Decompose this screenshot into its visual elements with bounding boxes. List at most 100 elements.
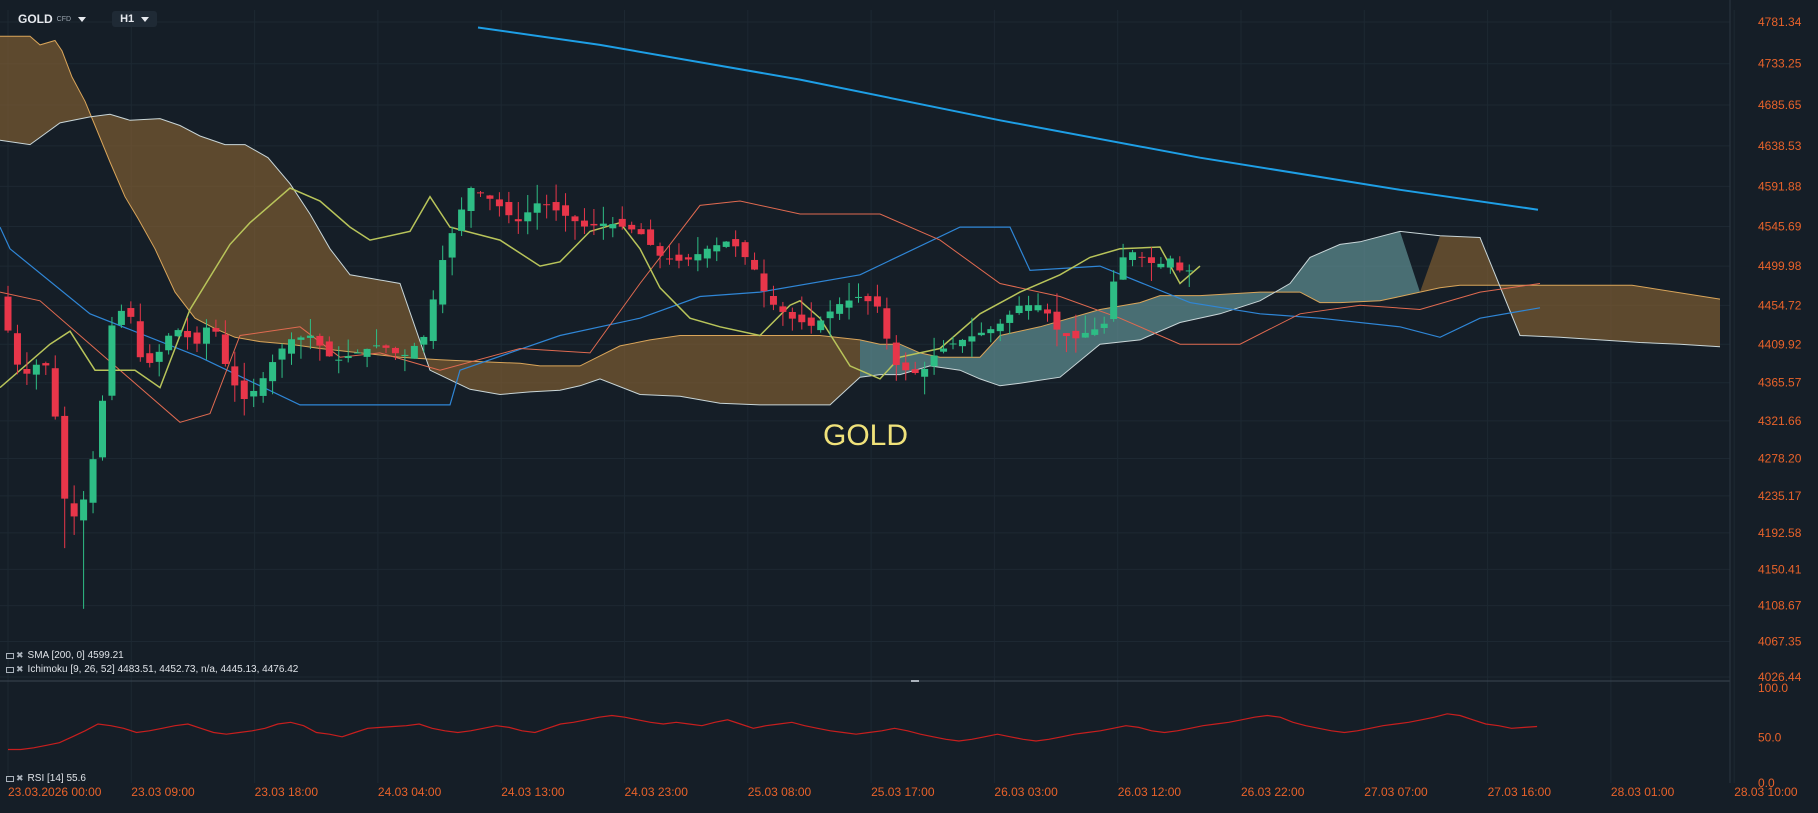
senkou-span-b: [0, 113, 1721, 406]
close-icon[interactable]: ✖: [16, 664, 24, 674]
candle-body: [1062, 333, 1070, 337]
resize-handle: [911, 680, 919, 682]
candle-body: [552, 202, 560, 211]
candle-body: [1015, 305, 1023, 314]
bearish-candle: [788, 307, 796, 331]
timeframe-selector[interactable]: H1: [112, 11, 158, 27]
bearish-candle: [70, 485, 78, 535]
candle-body: [316, 335, 324, 346]
time-axis-label: 26.03 22:00: [1241, 785, 1305, 799]
candle-body: [410, 345, 418, 359]
bearish-candle: [580, 208, 588, 235]
legend-ichimoku[interactable]: ✖ Ichimoku [9, 26, 52] 4483.51, 4452.73,…: [6, 664, 298, 675]
price-axis-label: 4781.34: [1758, 15, 1802, 29]
candle-body: [571, 216, 579, 222]
chevron-down-icon: [141, 16, 150, 22]
candle-body: [439, 260, 447, 305]
bullish-candle: [155, 344, 163, 377]
legend-sma-text: SMA [200, 0] 4599.21: [27, 650, 124, 661]
bullish-candle: [599, 206, 607, 240]
candle-body: [401, 354, 409, 357]
bullish-candle: [817, 316, 825, 333]
kumo-bearish: [1420, 235, 1720, 347]
candle-body: [297, 337, 305, 340]
candle-body: [165, 335, 173, 351]
symbol-selector[interactable]: GOLD CFD: [10, 10, 94, 28]
bullish-candle: [1091, 317, 1099, 337]
close-icon[interactable]: ✖: [16, 773, 24, 783]
bearish-candle: [477, 191, 484, 197]
price-axis-label: 4026.44: [1758, 670, 1802, 684]
bullish-candle: [1157, 257, 1165, 269]
time-axis-label: 25.03 17:00: [871, 785, 935, 799]
settings-icon[interactable]: [6, 775, 14, 782]
candle-body: [921, 368, 929, 377]
candle-body: [13, 333, 21, 365]
candle-body: [184, 330, 192, 338]
bullish-candle: [921, 361, 929, 395]
bullish-candle: [987, 326, 995, 343]
bullish-candle: [977, 322, 985, 337]
bearish-candle: [146, 344, 154, 368]
candle-body: [495, 199, 503, 207]
bullish-candle: [278, 343, 286, 378]
price-axis-label: 4454.72: [1758, 298, 1802, 312]
bullish-candle: [1129, 249, 1137, 267]
rsi-panel: [8, 713, 1538, 751]
bullish-candle: [32, 359, 40, 390]
candle-body: [666, 258, 673, 260]
settings-icon[interactable]: [6, 666, 14, 673]
bullish-candle: [269, 354, 277, 395]
legend-rsi[interactable]: ✖ RSI [14] 55.6: [6, 773, 86, 784]
candle-body: [391, 347, 399, 354]
candle-body: [458, 209, 466, 231]
candle-body: [580, 220, 588, 227]
bullish-candle: [89, 451, 97, 514]
candle-body: [713, 245, 721, 252]
price-axis-label: 4067.35: [1758, 635, 1802, 649]
bearish-candle: [873, 284, 881, 313]
candle-body: [779, 306, 787, 312]
bearish-candle: [571, 214, 579, 240]
time-axis-label: 24.03 04:00: [378, 785, 442, 799]
rsi-axis-label: 100.0: [1758, 681, 1788, 695]
candle-body: [467, 188, 475, 212]
bullish-candle: [1081, 315, 1089, 338]
candle-body: [1147, 257, 1155, 263]
candle-body: [136, 321, 144, 358]
candle-body: [694, 254, 702, 261]
bullish-candle: [335, 346, 343, 374]
bullish-candle: [439, 245, 447, 314]
candle-body: [703, 248, 711, 259]
price-axis-label: 4591.88: [1758, 179, 1802, 193]
close-icon[interactable]: ✖: [16, 650, 24, 660]
candle-body: [420, 336, 428, 345]
bullish-candle: [80, 491, 88, 609]
bullish-candle: [174, 328, 182, 338]
candle-body: [741, 242, 749, 258]
bearish-candle: [13, 324, 21, 375]
bearish-candle: [769, 285, 777, 311]
bearish-candle: [666, 244, 673, 265]
bullish-candle: [1119, 243, 1127, 280]
bearish-candle: [23, 352, 31, 385]
time-axis-label: 23.03.2026 00:00: [8, 785, 102, 799]
candle-body: [335, 359, 343, 361]
candle-body: [42, 363, 50, 366]
bearish-candle: [184, 317, 192, 350]
bullish-candle: [99, 395, 106, 461]
bullish-candle: [930, 337, 938, 375]
legend-sma[interactable]: ✖ SMA [200, 0] 4599.21: [6, 650, 124, 661]
candle-body: [1138, 256, 1146, 258]
bearish-candle: [864, 293, 872, 315]
candle-body: [477, 192, 484, 194]
settings-icon[interactable]: [6, 652, 14, 659]
bearish-candle: [779, 301, 787, 326]
bullish-candle: [996, 319, 1004, 342]
candle-body: [117, 310, 125, 325]
candle-body: [1110, 281, 1118, 320]
candle-body: [1091, 329, 1099, 335]
candle-body: [864, 296, 872, 302]
bearish-candle: [543, 194, 551, 219]
